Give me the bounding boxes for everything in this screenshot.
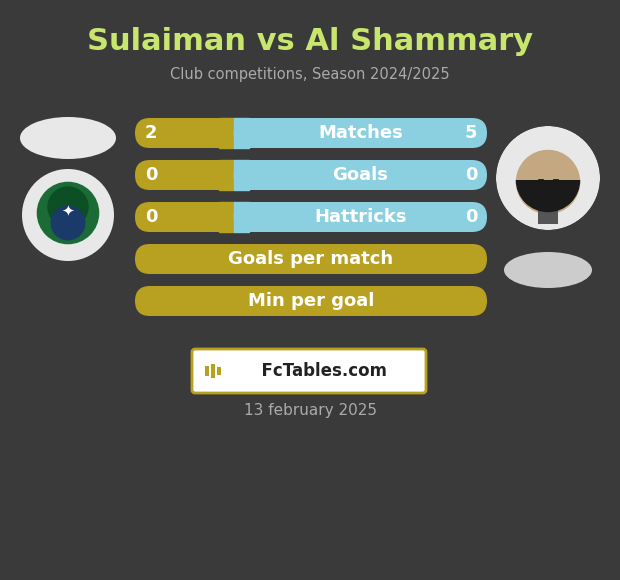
Circle shape <box>37 182 99 244</box>
Bar <box>538 204 558 224</box>
Bar <box>219 202 234 232</box>
Text: Hattricks: Hattricks <box>314 208 407 226</box>
Text: Matches: Matches <box>318 124 402 142</box>
FancyBboxPatch shape <box>135 286 487 316</box>
Circle shape <box>47 186 89 228</box>
Circle shape <box>50 205 86 241</box>
FancyBboxPatch shape <box>135 160 234 190</box>
Text: 0: 0 <box>465 166 477 184</box>
Ellipse shape <box>20 117 116 159</box>
FancyBboxPatch shape <box>192 349 426 393</box>
Ellipse shape <box>504 252 592 288</box>
Text: Club competitions, Season 2024/2025: Club competitions, Season 2024/2025 <box>170 67 450 82</box>
Bar <box>217 367 221 375</box>
Circle shape <box>496 126 600 230</box>
FancyBboxPatch shape <box>135 202 234 232</box>
Text: Min per goal: Min per goal <box>248 292 374 310</box>
Text: ✦: ✦ <box>61 204 74 219</box>
Bar <box>205 366 209 376</box>
Text: Goals per match: Goals per match <box>228 250 394 268</box>
Wedge shape <box>516 180 580 212</box>
FancyBboxPatch shape <box>135 244 487 274</box>
FancyBboxPatch shape <box>234 118 487 148</box>
Text: 2: 2 <box>144 124 157 142</box>
Bar <box>234 118 249 148</box>
Text: Sulaiman vs Al Shammary: Sulaiman vs Al Shammary <box>87 27 533 56</box>
Text: FcTables.com: FcTables.com <box>250 362 388 380</box>
Text: 0: 0 <box>465 208 477 226</box>
FancyBboxPatch shape <box>234 160 487 190</box>
Ellipse shape <box>22 169 114 261</box>
Text: 13 february 2025: 13 february 2025 <box>244 403 376 418</box>
Text: 0: 0 <box>144 208 157 226</box>
Text: Goals: Goals <box>332 166 388 184</box>
FancyBboxPatch shape <box>234 202 487 232</box>
Text: 5: 5 <box>465 124 477 142</box>
FancyBboxPatch shape <box>135 118 234 148</box>
Bar <box>211 364 215 378</box>
Bar <box>219 160 234 190</box>
Bar <box>234 202 249 232</box>
Bar <box>219 118 234 148</box>
Text: 0: 0 <box>144 166 157 184</box>
Circle shape <box>516 150 580 214</box>
Bar <box>234 160 249 190</box>
